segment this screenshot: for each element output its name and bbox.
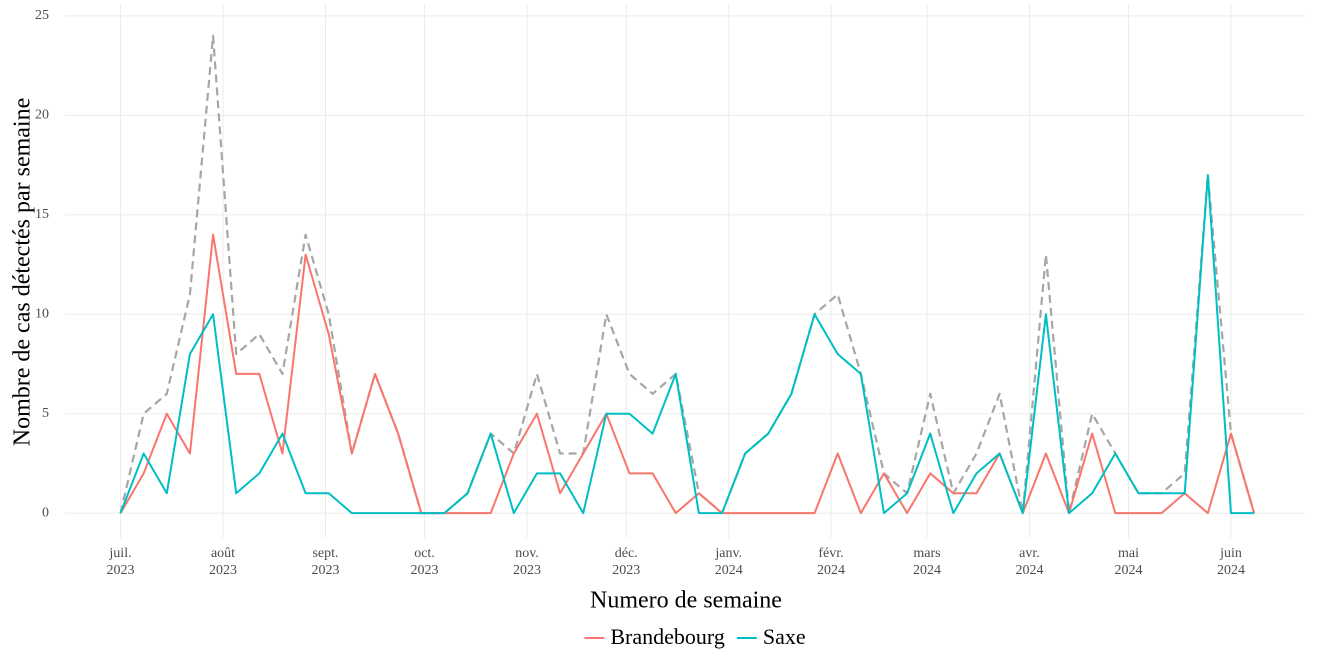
legend-label: Saxe [763, 624, 806, 649]
x-tick-label-line: 2023 [612, 563, 640, 578]
x-tick-label-line: mai [1118, 546, 1139, 561]
x-tick-label-line: août [211, 546, 235, 561]
x-tick-label: juil. 2023 [107, 546, 135, 578]
x-tick-label: mars 2024 [913, 546, 941, 578]
series-line [119, 174, 1255, 515]
x-tick-label-line: févr. [818, 546, 843, 561]
x-tick-label-line: 2023 [411, 563, 439, 578]
series-line [119, 34, 1256, 515]
x-tick-label-line: mars [913, 546, 940, 561]
x-tick-label: juin 2024 [1217, 546, 1245, 578]
x-tick-label-line: 2023 [513, 563, 541, 578]
x-axis-title: Numero de semaine [590, 588, 782, 614]
x-tick-label-line: janv. [714, 546, 742, 561]
x-tick-label-line: juil. [108, 546, 131, 561]
y-axis-title: Nombre de cas détectés par semaine [10, 98, 36, 447]
y-tick-label: 0 [42, 505, 49, 520]
x-tick-label-line: 2024 [1015, 563, 1043, 578]
x-tick-label-line: juin [1219, 546, 1242, 561]
x-tick-label: janv. 2024 [714, 546, 742, 578]
y-tick-label: 25 [35, 8, 49, 23]
x-tick-label-line: 2024 [1217, 563, 1245, 578]
x-tick-label: avr. 2024 [1015, 546, 1043, 578]
x-tick-label-line: 2023 [209, 563, 237, 578]
y-tick-label: 10 [35, 306, 49, 321]
x-tick-label-line: 2024 [817, 563, 845, 578]
x-tick-label-line: sept. [312, 546, 338, 561]
x-tick-label: déc. 2023 [612, 546, 640, 578]
x-tick-label-line: 2023 [311, 563, 339, 578]
x-tick-label: sept. 2023 [311, 546, 339, 578]
x-tick-label: nov. 2023 [513, 546, 541, 578]
y-tick-label: 20 [35, 108, 49, 123]
x-tick-label-line: 2023 [107, 563, 135, 578]
y-tick-label: 5 [42, 406, 49, 421]
x-tick-label: févr. 2024 [817, 546, 845, 578]
x-tick-label-line: oct. [414, 546, 435, 561]
x-tick-label: oct. 2023 [411, 546, 439, 578]
x-tick-label: mai 2024 [1114, 546, 1142, 578]
y-tick-label: 15 [35, 207, 49, 222]
x-tick-label-line: 2024 [715, 563, 743, 578]
legend: Brandebourg Saxe [584, 624, 806, 649]
x-tick-label-line: nov. [515, 546, 539, 561]
series-line [119, 233, 1256, 515]
x-tick-label-line: déc. [615, 546, 638, 561]
x-tick-label-line: 2024 [913, 563, 941, 578]
x-tick-label-line: avr. [1019, 546, 1040, 561]
x-tick-label: août 2023 [209, 546, 237, 578]
legend-label: Brandebourg [610, 624, 724, 649]
x-tick-label-line: 2024 [1114, 563, 1142, 578]
grid [65, 4, 1305, 538]
